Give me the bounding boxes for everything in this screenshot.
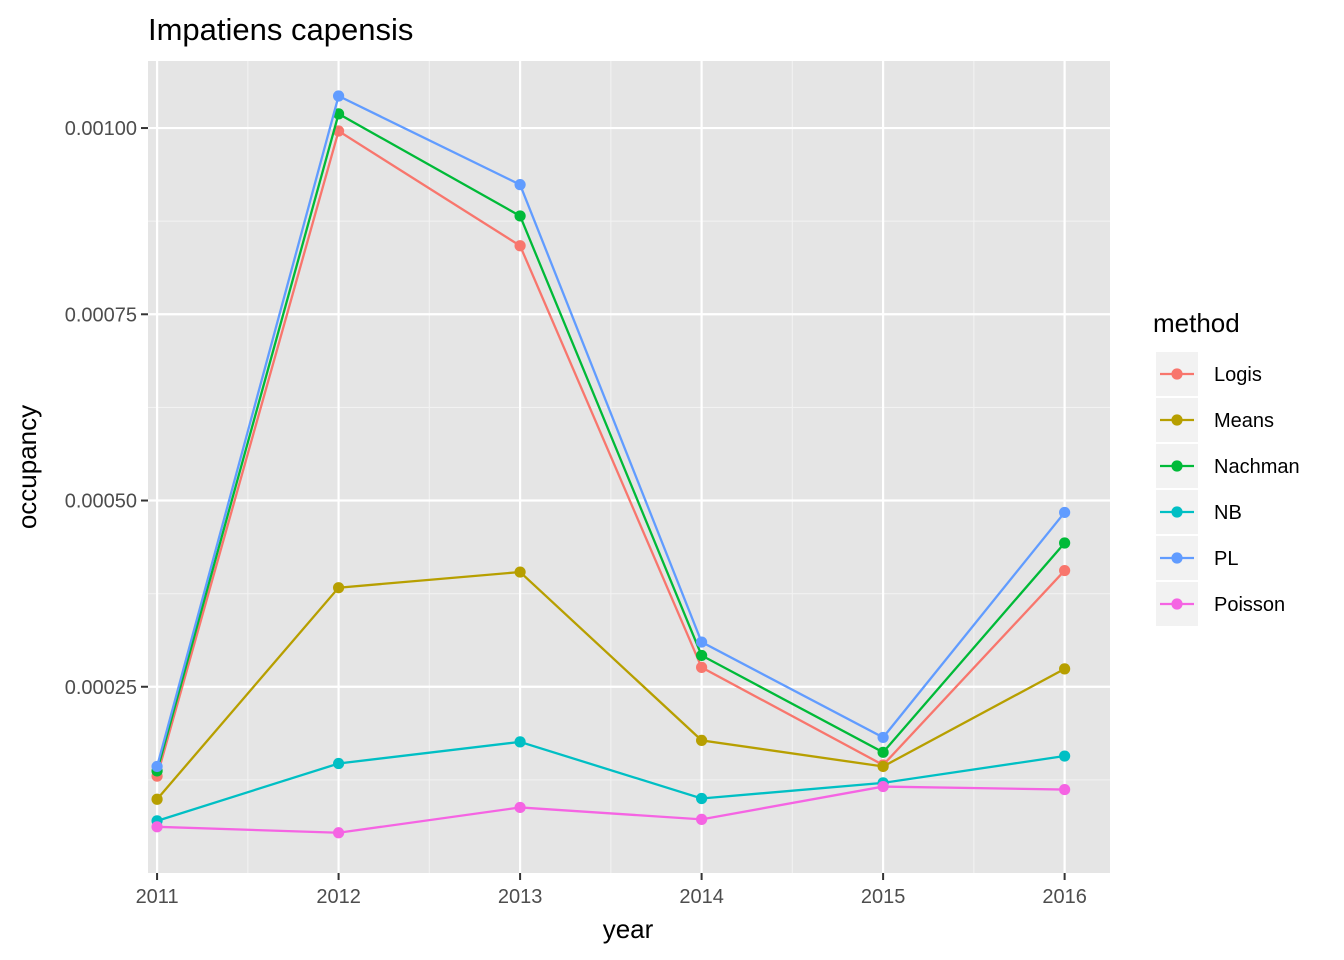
series-line	[155, 94, 1066, 767]
data-point	[151, 793, 163, 805]
y-axis-title: occupancy	[12, 405, 42, 529]
series-lines	[151, 90, 1071, 839]
data-point	[877, 760, 889, 773]
y-tick-label: 0.00100	[65, 118, 137, 140]
legend-item-means: Means	[1156, 398, 1274, 442]
legend: method Logis Means Nachman NB PL Poisson	[1153, 308, 1300, 626]
chart-title: Impatiens capensis	[148, 12, 413, 47]
series-pl	[151, 90, 1071, 773]
data-point	[1059, 783, 1071, 796]
data-point	[332, 582, 345, 594]
data-point	[1059, 663, 1071, 675]
legend-key-point	[1171, 552, 1183, 564]
data-point	[514, 801, 526, 814]
data-point	[514, 179, 526, 191]
x-tick-label: 2015	[861, 886, 906, 908]
legend-item-pl: PL	[1156, 536, 1238, 580]
y-tick-label: 0.00025	[65, 677, 137, 699]
data-point	[696, 792, 708, 805]
legend-key-point	[1171, 414, 1183, 426]
legend-item-poisson: Poisson	[1156, 582, 1285, 626]
series-line	[156, 570, 1066, 800]
legend-label: Logis	[1214, 364, 1262, 386]
legend-item-nb: NB	[1156, 490, 1242, 534]
legend-item-nachman: Nachman	[1156, 444, 1300, 488]
data-point	[1059, 537, 1071, 549]
legend-item-logis: Logis	[1156, 352, 1262, 396]
data-point	[151, 821, 163, 833]
data-point	[332, 90, 345, 102]
y-tick-label: 0.00050	[65, 491, 137, 513]
axes: 0.00025 0.00050 0.00075 0.00100 2011 2012 2013…	[65, 118, 1087, 908]
x-tick-label: 2012	[316, 886, 361, 908]
data-point	[877, 731, 889, 744]
series-line	[155, 112, 1066, 772]
legend-label: PL	[1214, 548, 1238, 570]
legend-key-point	[1171, 506, 1183, 518]
series-line	[156, 740, 1065, 822]
data-point	[696, 813, 708, 825]
legend-label: Means	[1214, 410, 1274, 432]
data-point	[332, 757, 345, 770]
data-point	[332, 108, 345, 120]
y-tick-label: 0.00075	[65, 304, 137, 326]
plot-panel	[148, 61, 1110, 873]
data-point	[1059, 750, 1071, 762]
data-point	[696, 636, 708, 648]
series-line	[157, 785, 1065, 834]
data-point	[514, 736, 526, 748]
gridlines	[148, 61, 1110, 873]
legend-key-point	[1171, 598, 1183, 610]
data-point	[514, 240, 526, 252]
data-point	[514, 566, 526, 578]
x-tick-label: 2016	[1042, 886, 1087, 908]
legend-label: NB	[1214, 502, 1242, 524]
legend-label: Poisson	[1214, 594, 1285, 616]
legend-title: method	[1153, 308, 1240, 338]
data-point	[696, 661, 708, 673]
data-point	[696, 649, 708, 662]
data-point	[514, 210, 526, 222]
legend-key-point	[1171, 460, 1183, 472]
data-point	[877, 780, 889, 793]
series-poisson	[151, 780, 1071, 839]
series-nachman	[151, 108, 1071, 777]
x-tick-label: 2011	[136, 886, 179, 908]
data-point	[877, 746, 889, 758]
x-tick-label: 2013	[498, 886, 543, 908]
series-means	[151, 566, 1071, 805]
legend-key-point	[1171, 368, 1183, 380]
legend-label: Nachman	[1214, 456, 1300, 478]
x-axis-title: year	[603, 914, 654, 944]
data-point	[1059, 506, 1071, 519]
data-point	[696, 734, 708, 746]
data-point	[332, 827, 345, 839]
series-line	[155, 129, 1066, 777]
data-point	[151, 760, 163, 773]
data-point	[1059, 564, 1071, 577]
x-tick-label: 2014	[679, 886, 724, 908]
